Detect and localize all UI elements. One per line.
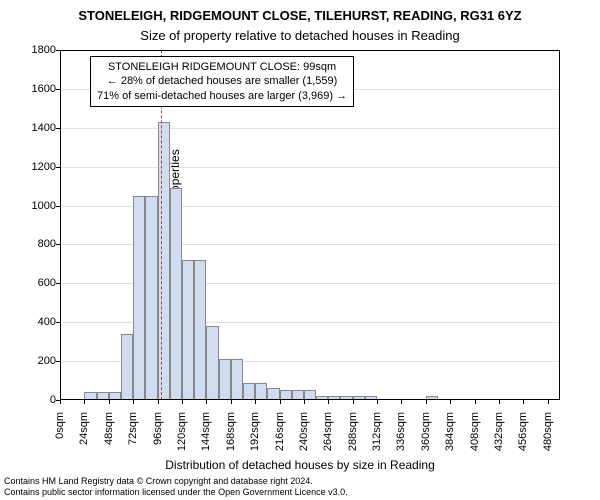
xtick-label: 264sqm — [322, 412, 334, 451]
ytick-label: 1800 — [18, 44, 56, 56]
xtick-mark — [280, 400, 281, 404]
xtick-label: 24sqm — [78, 412, 90, 445]
xtick-mark — [523, 400, 524, 404]
xtick-mark — [206, 400, 207, 404]
xtick-label: 480sqm — [542, 412, 554, 451]
ytick-label: 800 — [18, 238, 56, 250]
xtick-mark — [377, 400, 378, 404]
ytick-label: 200 — [18, 355, 56, 367]
xtick-mark — [475, 400, 476, 404]
plot-area: 0200400600800100012001400160018000sqm24s… — [60, 50, 560, 400]
chart-container: STONELEIGH, RIDGEMOUNT CLOSE, TILEHURST,… — [0, 0, 600, 500]
ytick-label: 400 — [18, 316, 56, 328]
xtick-mark — [182, 400, 183, 404]
ytick-label: 0 — [18, 394, 56, 406]
xtick-label: 0sqm — [54, 412, 66, 439]
x-axis-label: Distribution of detached houses by size … — [0, 458, 600, 472]
plot-border — [60, 50, 560, 400]
footer-line-2: Contains public sector information licen… — [4, 487, 348, 498]
xtick-mark — [499, 400, 500, 404]
xtick-mark — [158, 400, 159, 404]
xtick-mark — [328, 400, 329, 404]
xtick-mark — [548, 400, 549, 404]
xtick-mark — [60, 400, 61, 404]
ytick-label: 1200 — [18, 161, 56, 173]
xtick-mark — [426, 400, 427, 404]
xtick-label: 144sqm — [200, 412, 212, 451]
xtick-mark — [84, 400, 85, 404]
xtick-label: 408sqm — [469, 412, 481, 451]
xtick-mark — [109, 400, 110, 404]
xtick-mark — [401, 400, 402, 404]
xtick-label: 240sqm — [298, 412, 310, 451]
ytick-label: 1600 — [18, 83, 56, 95]
xtick-mark — [353, 400, 354, 404]
xtick-label: 360sqm — [420, 412, 432, 451]
chart-subtitle: Size of property relative to detached ho… — [0, 28, 600, 43]
xtick-label: 96sqm — [152, 412, 164, 445]
chart-title: STONELEIGH, RIDGEMOUNT CLOSE, TILEHURST,… — [0, 8, 600, 23]
footer: Contains HM Land Registry data © Crown c… — [4, 476, 348, 498]
ytick-label: 1400 — [18, 122, 56, 134]
xtick-label: 312sqm — [371, 412, 383, 451]
ytick-label: 600 — [18, 277, 56, 289]
xtick-label: 288sqm — [347, 412, 359, 451]
xtick-label: 120sqm — [176, 412, 188, 451]
xtick-label: 168sqm — [225, 412, 237, 451]
xtick-mark — [450, 400, 451, 404]
ytick-label: 1000 — [18, 200, 56, 212]
xtick-label: 456sqm — [517, 412, 529, 451]
xtick-mark — [133, 400, 134, 404]
xtick-label: 384sqm — [444, 412, 456, 451]
xtick-mark — [231, 400, 232, 404]
xtick-mark — [304, 400, 305, 404]
xtick-mark — [255, 400, 256, 404]
xtick-label: 336sqm — [395, 412, 407, 451]
xtick-label: 432sqm — [493, 412, 505, 451]
xtick-label: 192sqm — [249, 412, 261, 451]
footer-line-1: Contains HM Land Registry data © Crown c… — [4, 476, 348, 487]
xtick-label: 216sqm — [274, 412, 286, 451]
xtick-label: 72sqm — [127, 412, 139, 445]
xtick-label: 48sqm — [103, 412, 115, 445]
